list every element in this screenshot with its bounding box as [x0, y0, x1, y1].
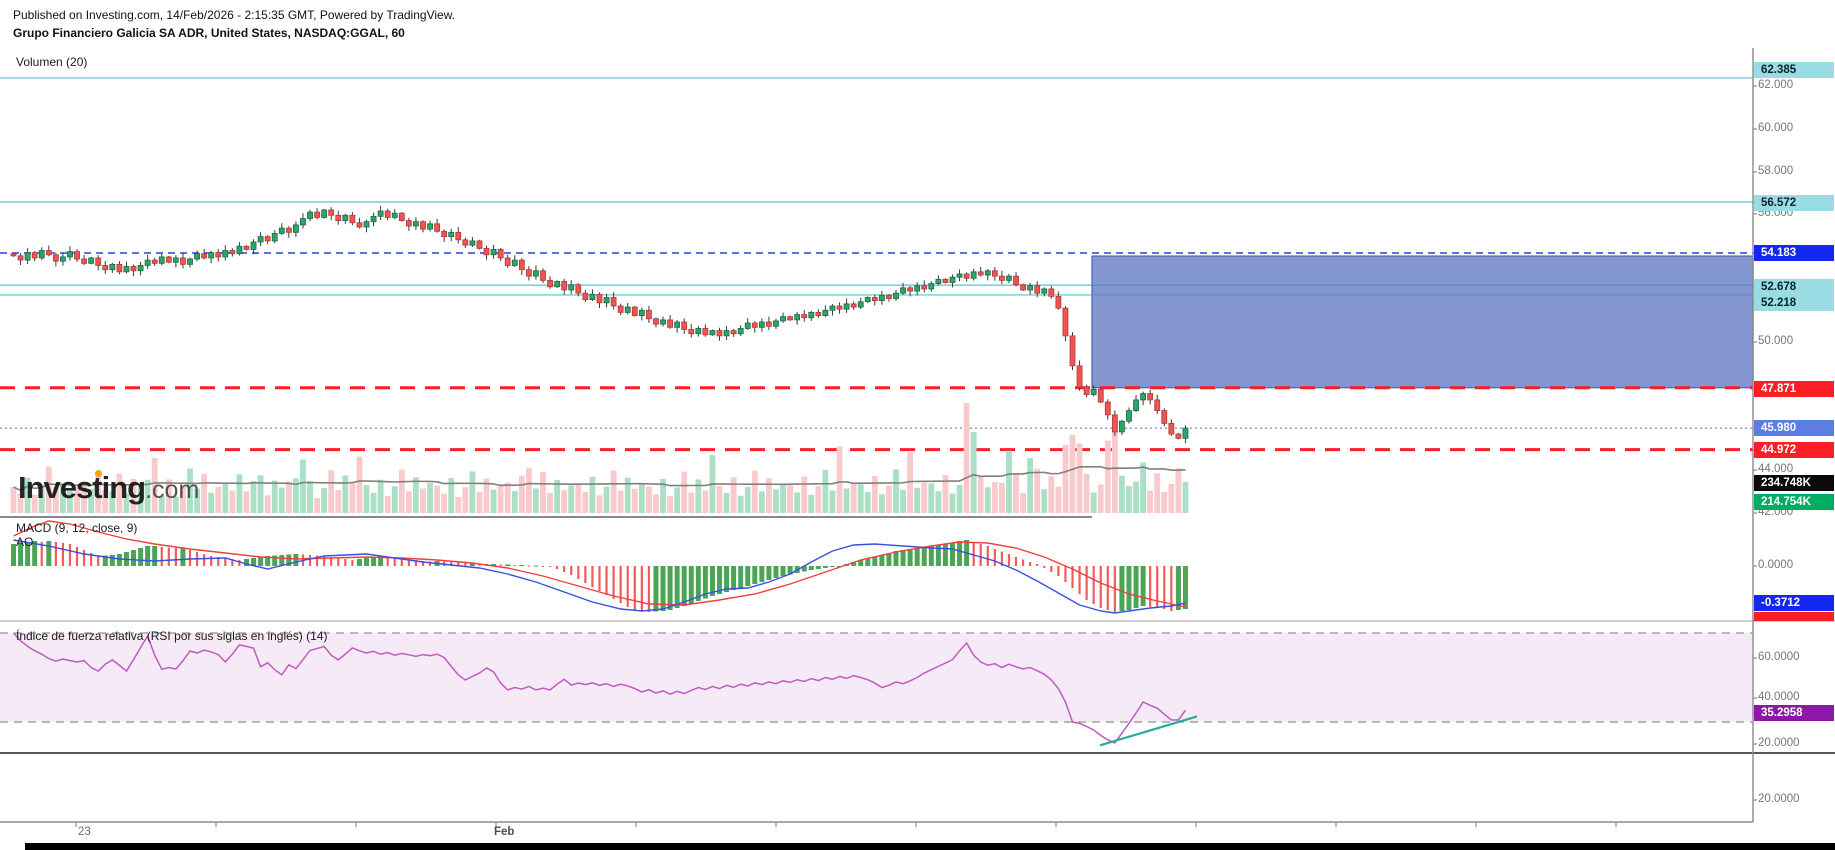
volume-ma-line — [13, 465, 1186, 492]
supply-zone-box[interactable] — [1091, 255, 1754, 389]
macd-ao-histogram — [11, 540, 1188, 612]
macd-indicator-label: MACD (9, 12, close, 9) — [16, 521, 138, 535]
watermark-light-text: .com — [145, 476, 200, 504]
candles[interactable] — [10, 205, 1189, 444]
macd-signal-line — [13, 520, 1186, 608]
page-title: Grupo Financiero Galicia SA ADR, United … — [13, 26, 405, 40]
macd-line — [13, 539, 1186, 614]
volume-indicator-label: Volumen (20) — [16, 55, 88, 69]
watermark-orange-dot-icon — [95, 470, 102, 477]
watermark-bold-text: Investing — [18, 470, 146, 505]
rsi-indicator-label: Índice de fuerza relativa (RSI por sus s… — [16, 629, 328, 643]
investing-watermark-logo: Investing.com — [18, 470, 199, 506]
bottom-black-bar — [25, 843, 1835, 850]
rsi-band — [0, 633, 1753, 722]
volume-bars — [10, 403, 1189, 513]
rsi-trendline[interactable] — [1099, 715, 1198, 747]
time-axis-label-feb: Feb — [494, 826, 515, 838]
time-axis-label-23: 23 — [78, 826, 91, 838]
rsi-line — [12, 632, 1187, 744]
published-line: Published on Investing.com, 14/Feb/2026 … — [13, 8, 456, 22]
ao-indicator-label: AO — [16, 535, 34, 549]
